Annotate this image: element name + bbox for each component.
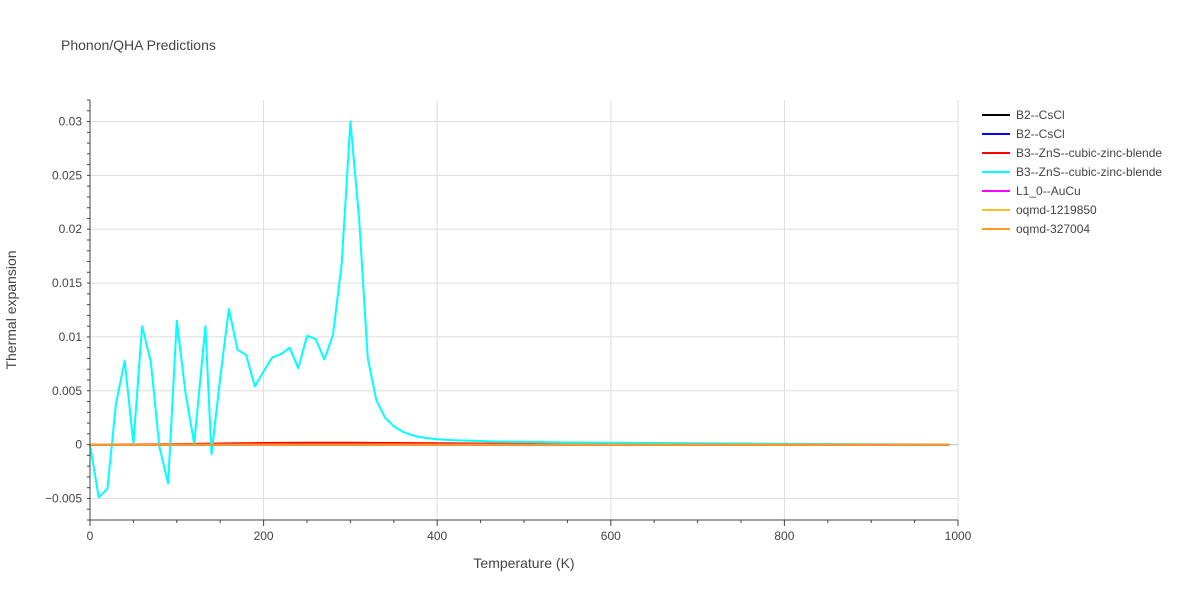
x-tick-label: 200 [254,529,274,543]
y-tick-label: 0.03 [59,115,83,129]
x-tick-label: 1000 [945,529,972,543]
y-axis-title: Thermal expansion [3,250,19,369]
y-tick-label: 0.005 [52,384,82,398]
legend-item-6[interactable]: oqmd-327004 [982,222,1090,236]
series-layer [89,120,950,499]
legend-label: B3--ZnS--cubic-zinc-blende [1016,146,1162,160]
legend-label: B2--CsCl [1016,127,1065,141]
x-tick-label: 0 [87,529,94,543]
y-tick-label: 0.01 [59,330,83,344]
legend[interactable]: B2--CsCl B2--CsCl B3--ZnS--cubic-zinc-blen… [982,108,1162,236]
legend-item-0[interactable]: B2--CsCl [982,108,1065,122]
x-axis-title: Temperature (K) [473,555,574,571]
legend-item-4[interactable]: L1_0--AuCu [982,184,1081,198]
legend-label: L1_0--AuCu [1016,184,1081,198]
legend-item-1[interactable]: B2--CsCl [982,127,1065,141]
legend-label: B3--ZnS--cubic-zinc-blende [1016,165,1162,179]
axes-layer: 0 200 400 600 800 1000 −0.005 0 0.005 0.01 0.015 0.… [45,99,972,543]
legend-label: oqmd-327004 [1016,222,1090,236]
legend-item-5[interactable]: oqmd-1219850 [982,203,1097,217]
x-tick-label: 400 [427,529,447,543]
chart-title: Phonon/QHA Predictions [61,37,216,53]
y-tick-label: −0.005 [45,491,82,505]
y-tick-label: 0.015 [52,276,82,290]
legend-item-3[interactable]: B3--ZnS--cubic-zinc-blende [982,165,1162,179]
legend-item-2[interactable]: B3--ZnS--cubic-zinc-blende [982,146,1162,160]
x-tick-label: 600 [601,529,621,543]
y-tick-label: 0 [75,438,82,452]
legend-label: oqmd-1219850 [1016,203,1097,217]
series-line-3 [89,120,950,499]
x-tick-label: 800 [774,529,794,543]
y-tick-label: 0.02 [59,222,83,236]
legend-label: B2--CsCl [1016,108,1065,122]
grid-layer [90,100,959,520]
y-tick-label: 0.025 [52,168,82,182]
